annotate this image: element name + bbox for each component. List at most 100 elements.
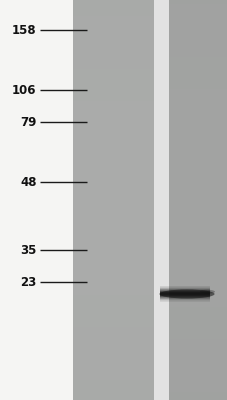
Bar bbox=[73, 299, 153, 303]
Bar bbox=[168, 20, 227, 24]
Bar bbox=[73, 4, 153, 8]
Bar bbox=[73, 315, 153, 319]
Bar bbox=[168, 52, 227, 56]
Bar bbox=[168, 331, 227, 335]
Bar bbox=[168, 154, 227, 158]
Bar bbox=[73, 178, 153, 182]
Bar bbox=[168, 271, 227, 275]
Bar bbox=[73, 0, 153, 400]
Bar bbox=[168, 214, 227, 218]
Bar bbox=[168, 396, 227, 400]
Bar bbox=[73, 368, 153, 372]
Bar bbox=[168, 339, 227, 344]
Bar bbox=[73, 146, 153, 150]
Ellipse shape bbox=[199, 290, 214, 294]
Bar bbox=[73, 360, 153, 364]
Bar bbox=[168, 230, 227, 234]
Bar bbox=[168, 323, 227, 327]
Bar bbox=[168, 190, 227, 194]
Bar bbox=[168, 56, 227, 61]
Bar bbox=[73, 121, 153, 125]
Bar bbox=[168, 65, 227, 69]
Bar bbox=[168, 392, 227, 396]
Bar bbox=[168, 218, 227, 222]
Bar bbox=[168, 206, 227, 210]
Bar bbox=[73, 323, 153, 327]
Bar bbox=[73, 186, 153, 190]
Bar bbox=[73, 73, 153, 77]
Bar bbox=[73, 234, 153, 238]
Bar bbox=[73, 311, 153, 315]
Bar bbox=[73, 348, 153, 352]
Bar bbox=[168, 97, 227, 101]
Bar bbox=[73, 109, 153, 113]
Bar bbox=[168, 315, 227, 319]
Bar bbox=[168, 0, 227, 4]
Bar bbox=[168, 283, 227, 287]
Bar bbox=[168, 85, 227, 89]
Bar bbox=[168, 73, 227, 77]
Bar bbox=[73, 319, 153, 323]
Bar bbox=[73, 279, 153, 283]
Bar bbox=[73, 16, 153, 20]
Bar bbox=[73, 380, 153, 384]
Bar bbox=[168, 234, 227, 238]
Bar bbox=[168, 146, 227, 150]
Bar bbox=[168, 129, 227, 133]
Bar bbox=[73, 85, 153, 89]
Bar bbox=[73, 291, 153, 295]
Bar bbox=[168, 275, 227, 279]
Bar bbox=[168, 335, 227, 339]
Bar bbox=[168, 125, 227, 129]
Bar bbox=[168, 48, 227, 52]
Bar bbox=[73, 89, 153, 93]
Bar bbox=[73, 218, 153, 222]
Bar bbox=[168, 186, 227, 190]
Bar bbox=[73, 222, 153, 226]
Bar bbox=[73, 170, 153, 174]
Bar bbox=[73, 113, 153, 117]
Bar bbox=[73, 339, 153, 344]
Bar bbox=[73, 372, 153, 376]
Bar bbox=[73, 295, 153, 299]
Bar bbox=[168, 81, 227, 85]
Bar bbox=[73, 81, 153, 85]
Bar bbox=[168, 222, 227, 226]
Bar bbox=[168, 0, 227, 400]
Bar bbox=[168, 380, 227, 384]
Text: 79: 79 bbox=[20, 116, 36, 128]
Bar bbox=[73, 56, 153, 61]
Bar bbox=[168, 121, 227, 125]
Bar bbox=[168, 89, 227, 93]
Bar bbox=[73, 214, 153, 218]
Bar bbox=[73, 388, 153, 392]
Bar bbox=[73, 52, 153, 56]
Bar bbox=[73, 275, 153, 279]
Bar bbox=[73, 8, 153, 12]
Bar bbox=[168, 69, 227, 73]
Bar bbox=[73, 36, 153, 40]
Bar bbox=[168, 327, 227, 331]
Bar bbox=[73, 48, 153, 52]
Ellipse shape bbox=[159, 290, 214, 298]
Bar bbox=[73, 303, 153, 307]
Bar bbox=[168, 250, 227, 254]
Bar bbox=[168, 150, 227, 154]
Bar bbox=[168, 303, 227, 307]
Bar bbox=[73, 246, 153, 250]
Bar bbox=[73, 226, 153, 230]
Bar bbox=[168, 291, 227, 295]
Bar bbox=[168, 364, 227, 368]
Bar bbox=[168, 344, 227, 348]
Bar bbox=[168, 198, 227, 202]
Bar bbox=[168, 242, 227, 246]
Bar bbox=[73, 271, 153, 275]
Bar bbox=[73, 129, 153, 133]
Bar bbox=[168, 170, 227, 174]
Bar bbox=[73, 396, 153, 400]
Bar bbox=[168, 352, 227, 356]
Bar bbox=[168, 4, 227, 8]
Bar bbox=[73, 32, 153, 36]
Bar bbox=[73, 376, 153, 380]
Bar bbox=[168, 174, 227, 178]
